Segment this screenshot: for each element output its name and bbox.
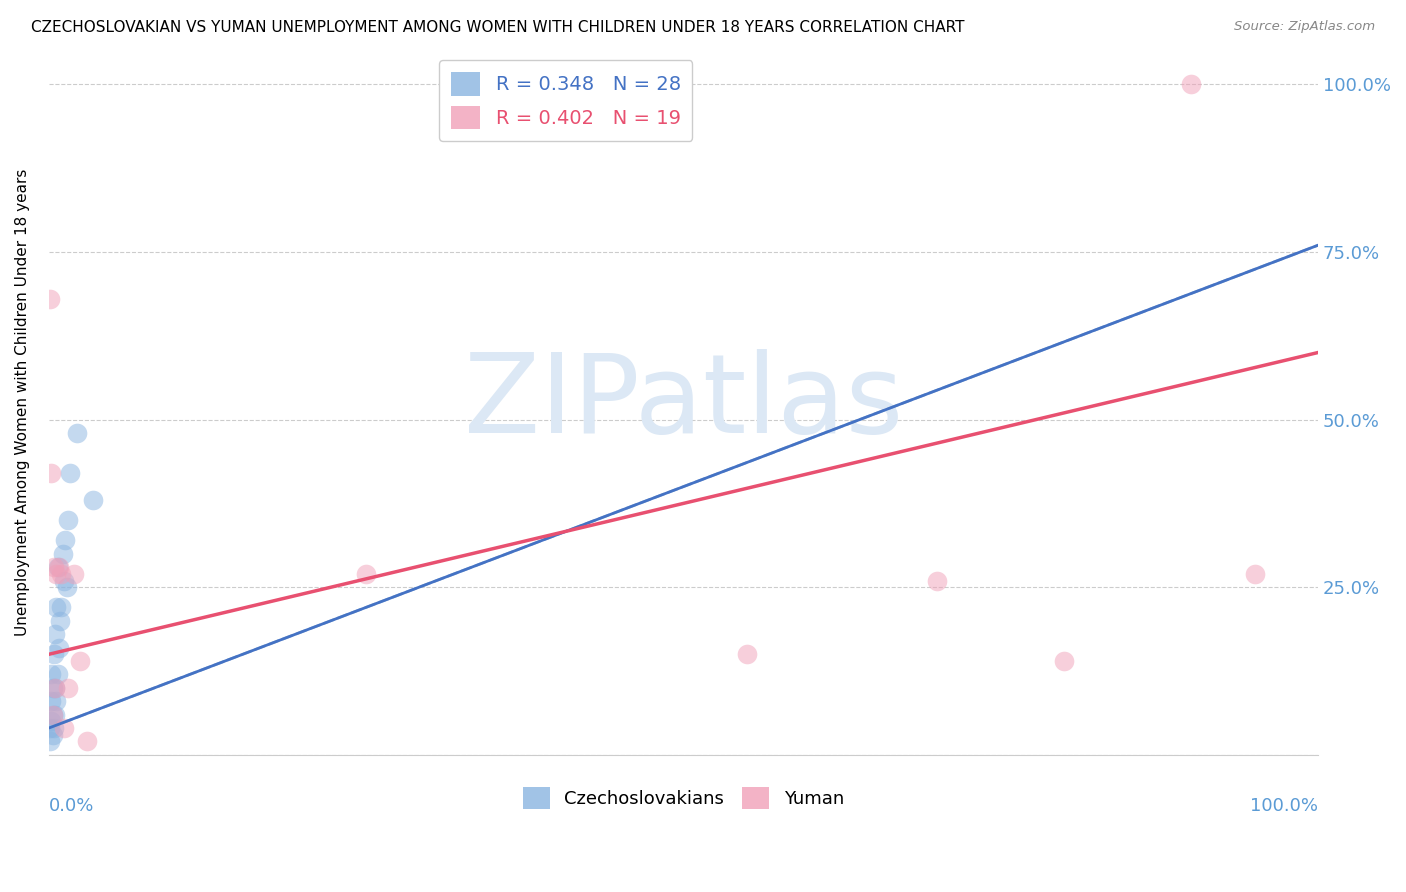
- Point: [48, 640, 70, 655]
- Point: [46, 667, 69, 681]
- Point: [735, 648, 758, 662]
- Point: [42, 648, 65, 662]
- Point: [39, 694, 62, 708]
- Point: [63, 566, 86, 581]
- Point: [46, 560, 69, 574]
- Point: [44, 707, 66, 722]
- Point: [49, 614, 72, 628]
- Point: [45, 600, 67, 615]
- Point: [42, 721, 65, 735]
- Point: [42, 560, 65, 574]
- Point: [48, 560, 70, 574]
- Point: [41, 707, 63, 722]
- Point: [1053, 654, 1076, 668]
- Point: [45, 566, 67, 581]
- Point: [59, 467, 82, 481]
- Point: [51, 600, 73, 615]
- Point: [41, 707, 63, 722]
- Point: [39, 721, 62, 735]
- Point: [45, 694, 67, 708]
- Point: [52, 547, 75, 561]
- Point: [41, 728, 63, 742]
- Text: 100.0%: 100.0%: [1250, 797, 1319, 815]
- Text: Source: ZipAtlas.com: Source: ZipAtlas.com: [1234, 20, 1375, 33]
- Point: [39, 467, 62, 481]
- Point: [44, 627, 66, 641]
- Point: [53, 574, 76, 588]
- Point: [39, 714, 62, 729]
- Point: [56, 513, 79, 527]
- Point: [53, 721, 76, 735]
- Point: [56, 681, 79, 695]
- Point: [1243, 566, 1265, 581]
- Point: [82, 493, 104, 508]
- Legend: Czechoslovakians, Yuman: Czechoslovakians, Yuman: [516, 780, 851, 816]
- Point: [354, 566, 377, 581]
- Point: [1180, 77, 1202, 91]
- Point: [927, 574, 949, 588]
- Point: [41, 681, 63, 695]
- Point: [66, 425, 89, 440]
- Point: [69, 654, 91, 668]
- Point: [76, 734, 98, 748]
- Y-axis label: Unemployment Among Women with Children Under 18 years: Unemployment Among Women with Children U…: [15, 169, 30, 637]
- Point: [39, 292, 62, 306]
- Point: [44, 681, 66, 695]
- Text: CZECHOSLOVAKIAN VS YUMAN UNEMPLOYMENT AMONG WOMEN WITH CHILDREN UNDER 18 YEARS C: CZECHOSLOVAKIAN VS YUMAN UNEMPLOYMENT AM…: [31, 20, 965, 35]
- Text: ZIPatlas: ZIPatlas: [464, 350, 903, 457]
- Point: [39, 734, 62, 748]
- Text: 0.0%: 0.0%: [49, 797, 94, 815]
- Point: [44, 681, 66, 695]
- Point: [55, 580, 77, 594]
- Point: [51, 566, 73, 581]
- Point: [39, 667, 62, 681]
- Point: [53, 533, 76, 548]
